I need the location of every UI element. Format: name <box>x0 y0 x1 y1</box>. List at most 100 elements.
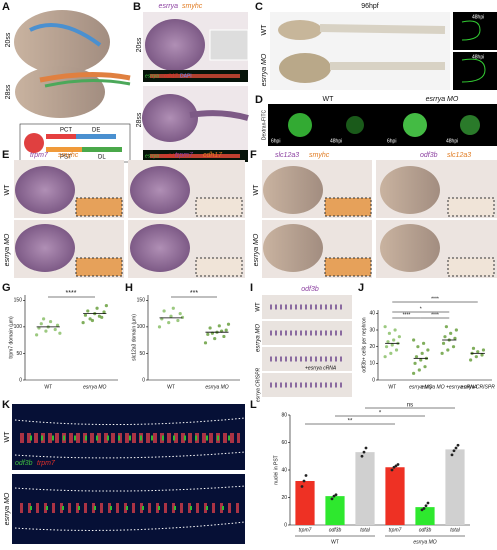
bar <box>445 449 465 525</box>
data-point <box>386 340 390 344</box>
data-point <box>389 351 393 355</box>
data-point <box>97 314 101 318</box>
data-point <box>450 453 454 457</box>
row-label: esrrya MO <box>256 324 262 352</box>
data-point <box>88 317 92 321</box>
data-point <box>426 348 430 352</box>
data-point <box>217 324 221 328</box>
y-tick-label: 0 <box>372 377 375 383</box>
data-point <box>208 326 212 330</box>
data-point <box>362 450 366 454</box>
data-point <box>446 348 450 352</box>
time-label: 48hpi <box>472 54 484 60</box>
data-point <box>95 306 99 310</box>
panel-label: J <box>358 282 364 294</box>
row-label: WT <box>253 184 260 196</box>
y-tick-label: 100 <box>14 324 23 330</box>
panel-label: I <box>250 282 253 294</box>
y-tick-label: 60 <box>281 440 287 446</box>
x-tick-label: odf3b <box>419 527 432 533</box>
time-label: 6hpi <box>271 138 280 144</box>
time-label: 48hpi <box>472 14 484 20</box>
data-point <box>226 322 231 326</box>
data-point <box>454 328 458 332</box>
x-tick-label: esrrya MO <box>83 384 106 390</box>
y-tick-label: 30 <box>369 327 375 333</box>
stage-label: 28ss <box>136 112 143 127</box>
data-point <box>213 336 217 341</box>
row-label: esrrya MO <box>4 492 11 525</box>
data-point <box>203 341 208 345</box>
layout <box>12 10 497 544</box>
data-point <box>387 331 391 335</box>
y-tick-label: 150 <box>137 298 146 304</box>
data-point <box>334 493 338 497</box>
data-point <box>452 449 456 453</box>
significance: ** <box>348 419 353 425</box>
stain-title: trpm7 <box>175 152 194 159</box>
y-tick-label: 40 <box>281 467 287 473</box>
data-point <box>419 358 423 362</box>
stain-label: trpm7 <box>37 460 56 467</box>
data-point <box>394 348 399 352</box>
data-point <box>451 345 456 349</box>
x-tick-label: WT <box>44 384 52 390</box>
stage-label: 96hpf <box>361 3 379 10</box>
data-point <box>302 479 306 483</box>
stain-title: slc12a3 <box>447 152 471 159</box>
row-label: esrrya MO <box>261 53 268 86</box>
stain-title: esrrya <box>159 3 179 10</box>
significance: * <box>379 411 382 417</box>
data-point <box>178 311 182 316</box>
data-point <box>332 494 336 498</box>
panel-label: L <box>250 399 257 411</box>
data-point <box>394 464 398 468</box>
data-point <box>222 334 226 339</box>
stain-title: trpm7 <box>30 152 49 159</box>
y-tick-label: 20 <box>281 495 287 501</box>
data-point <box>162 309 166 313</box>
data-point <box>424 504 428 508</box>
data-point <box>474 355 478 359</box>
panel-label: E <box>2 149 9 161</box>
row-label: esrrya MO <box>4 233 11 266</box>
x-tick-label: trpm7 <box>299 527 312 533</box>
significance: *** <box>190 290 198 297</box>
data-point <box>420 351 424 355</box>
data-point <box>58 331 62 335</box>
panel-label: K <box>2 399 10 411</box>
data-point <box>55 323 60 327</box>
time-label: 6hpi <box>387 138 396 144</box>
stain-title: cdh17 <box>203 152 223 159</box>
data-point <box>176 318 180 323</box>
panel-label: F <box>250 149 257 161</box>
stain-title: odf3b <box>420 152 438 159</box>
data-point <box>413 361 417 365</box>
y-tick-label: 50 <box>139 351 145 357</box>
y-tick-label: 40 <box>369 311 375 317</box>
data-point <box>86 309 90 313</box>
stage-label: 20ss <box>136 37 143 52</box>
y-axis-label: trpm7 domain (µm) <box>8 316 14 359</box>
data-point <box>384 345 389 349</box>
y-axis-label: odf3b+ cells per nephron <box>361 317 367 372</box>
data-point <box>53 327 57 332</box>
y-tick-label: 20 <box>369 344 375 350</box>
data-point <box>417 368 421 372</box>
x-tick-label: WT <box>167 384 175 390</box>
group-label: WT <box>331 539 339 545</box>
stain-title: smyhc <box>182 3 203 10</box>
data-point <box>480 353 484 357</box>
data-point <box>157 325 162 329</box>
stain-label: odf3b <box>15 460 33 467</box>
y-tick-label: 80 <box>281 412 287 418</box>
row-label: Dextran-FITC <box>261 109 267 140</box>
bar <box>325 496 345 525</box>
bar <box>295 481 315 525</box>
data-point <box>469 358 473 362</box>
significance: **** <box>403 312 411 318</box>
data-point <box>426 501 430 505</box>
data-point <box>392 465 396 469</box>
x-tick-label: odf3b <box>329 527 342 533</box>
